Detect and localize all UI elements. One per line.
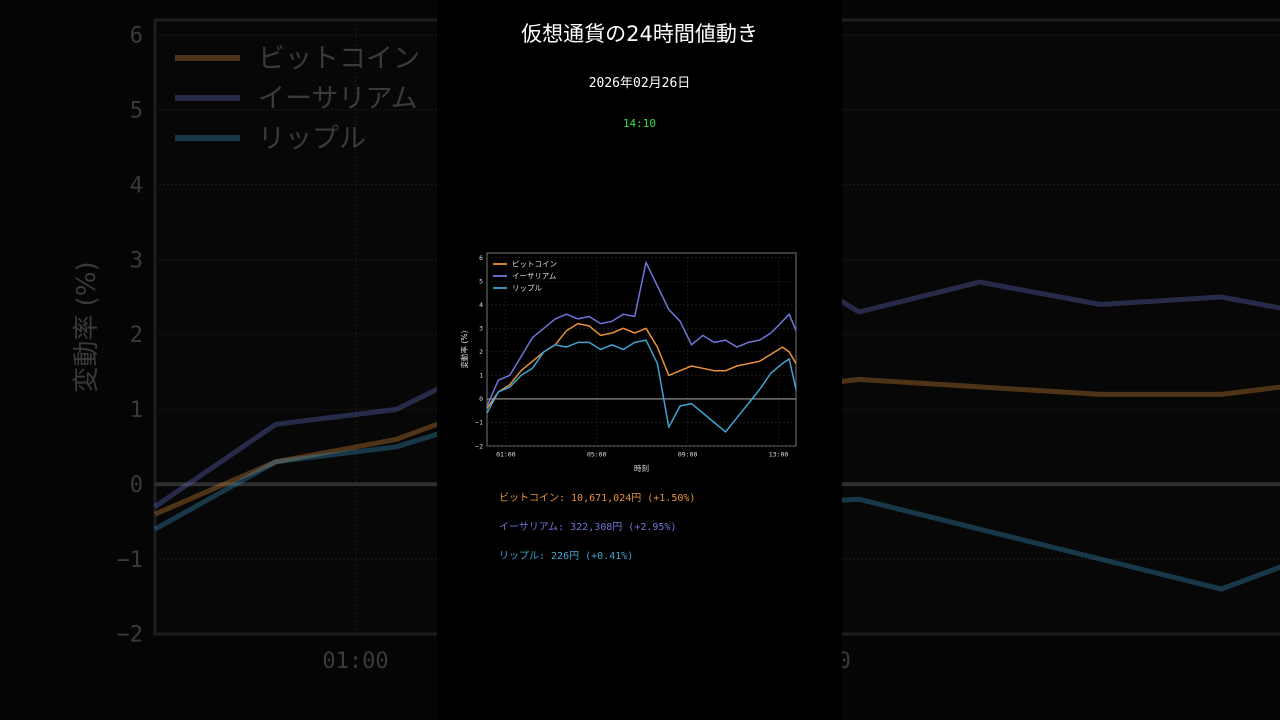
- x-tick-label: 09:00: [678, 451, 698, 459]
- series-line-0: [486, 322, 797, 409]
- series-line-2: [486, 339, 797, 433]
- y-tick-label: −1: [475, 419, 483, 427]
- x-tick-label: 01:00: [322, 649, 388, 674]
- x-tick-label: 09:00: [842, 649, 851, 674]
- x-tick-label: 01:00: [496, 451, 516, 459]
- legend-label-2: リップル: [512, 284, 542, 293]
- main-panel: 仮想通貨の24時間値動き 2026年02月26日 14:10 −2 −1 0 1 2 3 4…: [437, 0, 842, 720]
- legend-label-1: イーサリアム: [512, 272, 556, 281]
- time-label: 14:10: [622, 117, 657, 130]
- x-tick-label: 13:00: [769, 451, 789, 459]
- page-title: 仮想通貨の24時間値動き: [521, 22, 758, 46]
- price-eth: イーサリアム: 322,308円 (+2.95%): [499, 522, 677, 533]
- y-tick-label: 4: [479, 301, 483, 309]
- price-list: ビットコイン: 10,671,024円 (+1.50%) イーサリアム: 322…: [499, 492, 695, 579]
- plot-area: [153, 18, 437, 636]
- y-tick-label: 3: [479, 325, 483, 333]
- date-label: 2026年02月26日: [588, 76, 691, 91]
- y-axis-label: 変動率 (%): [72, 261, 102, 392]
- y-tick-label: 2: [479, 348, 483, 356]
- series-line-1: [486, 261, 797, 407]
- legend-label-2: リップル: [258, 123, 366, 154]
- y-tick-label: 5: [479, 278, 483, 286]
- price-xrp: リップル: 226円 (+0.41%): [499, 551, 634, 562]
- chart-svg: −2 −1 0 1 2 3 4 5 6 01:00 05:00 09:00 13:00 時刻 変動率 (%)…: [459, 252, 797, 473]
- y-tick-label: 2: [130, 323, 143, 348]
- price-change-chart: −2 −1 0 1 2 3 4 5 6 01:00 05:00 09:00 13:00 時刻 変動率 (%)…: [459, 248, 800, 473]
- legend-label-0: ビットコイン: [258, 43, 420, 74]
- y-tick-label: 3: [130, 248, 143, 273]
- y-tick-label: −1: [117, 548, 144, 573]
- y-tick-label: 0: [130, 473, 143, 498]
- x-axis-label: 時刻: [634, 463, 649, 473]
- y-tick-label: 4: [130, 173, 143, 198]
- y-tick-label: 1: [479, 372, 483, 380]
- price-btc: ビットコイン: 10,671,024円 (+1.50%): [499, 493, 696, 504]
- y-tick-label: 6: [479, 254, 483, 262]
- y-axis-label: 変動率 (%): [460, 331, 469, 369]
- plot-area: [842, 18, 1280, 636]
- y-tick-label: −2: [475, 442, 483, 450]
- legend-label-0: ビットコイン: [512, 260, 557, 269]
- y-tick-label: −2: [117, 623, 144, 648]
- legend-label-1: イーサリアム: [258, 83, 418, 114]
- y-tick-label: 1: [130, 398, 143, 423]
- y-tick-label: 0: [479, 395, 483, 403]
- x-tick-label: 05:00: [587, 451, 607, 459]
- y-tick-label: 5: [130, 99, 143, 124]
- y-tick-label: 6: [130, 24, 143, 49]
